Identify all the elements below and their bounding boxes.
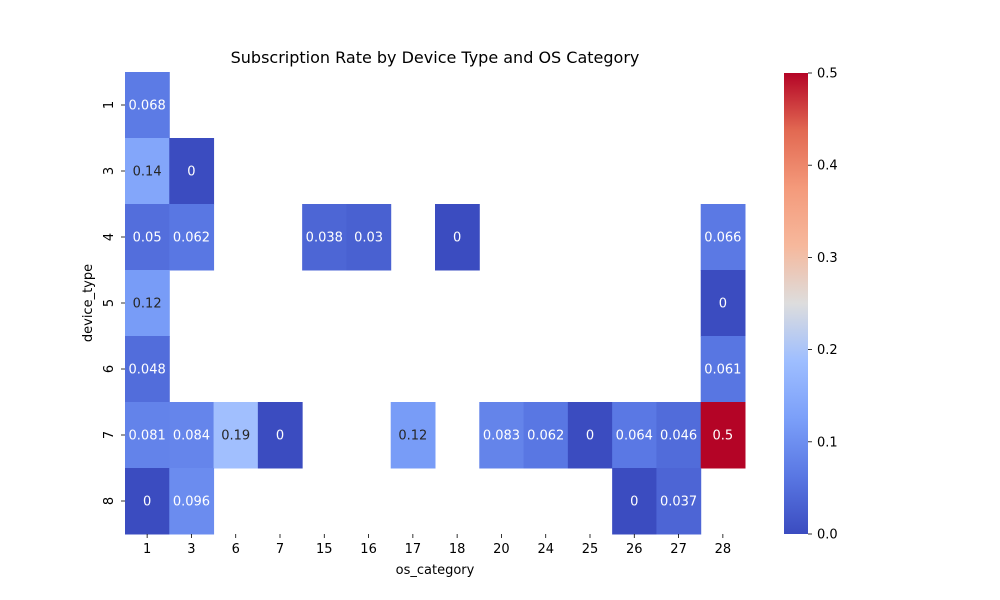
- x-tick-label: 15: [316, 542, 333, 557]
- cell-value-label: 0: [187, 165, 195, 180]
- x-tick-label: 16: [360, 542, 377, 557]
- heatmap-cell: [656, 468, 702, 535]
- x-tick-label: 24: [537, 542, 554, 557]
- colorbar-tick-label: 0.5: [817, 67, 838, 82]
- colorbar-tick-label: 0.1: [817, 435, 838, 450]
- cell-value-label: 0: [586, 429, 594, 444]
- cell-value-label: 0.03: [354, 231, 383, 246]
- colorbar-tick-label: 0.0: [817, 528, 838, 543]
- colorbar-tick-label: 0.4: [817, 159, 838, 174]
- heatmap-cell: [612, 468, 657, 535]
- colorbar-tick-label: 0.3: [817, 251, 838, 266]
- x-tick-label: 3: [187, 542, 195, 557]
- x-tick-label: 26: [626, 542, 643, 557]
- cell-value-label: 0.084: [173, 429, 210, 444]
- cell-value-label: 0: [143, 495, 151, 510]
- colorbar: 0.0 0.1 0.2 0.3 0.4 0.5: [784, 67, 838, 543]
- cell-value-label: 0.037: [660, 495, 697, 510]
- heatmap-cells: [125, 72, 746, 535]
- cell-value-label: 0.19: [221, 429, 250, 444]
- x-tick-label: 28: [715, 542, 732, 557]
- heatmap-cell: [169, 468, 215, 535]
- x-tick-label: 20: [493, 542, 510, 557]
- heatmap-cell: [125, 72, 170, 139]
- heatmap-cell: [567, 402, 613, 469]
- cell-value-label: 0: [453, 231, 461, 246]
- cell-value-label: 0.12: [398, 429, 427, 444]
- y-tick-label: 6: [102, 365, 117, 373]
- y-tick-label: 3: [102, 167, 117, 175]
- colorbar-gradient: [784, 73, 808, 534]
- cell-value-label: 0: [276, 429, 284, 444]
- cell-value-label: 0.5: [713, 429, 734, 444]
- heatmap-cell: [612, 402, 657, 469]
- heatmap-cell: [435, 204, 480, 271]
- heatmap-cell: [700, 270, 746, 337]
- cell-value-label: 0.14: [133, 165, 162, 180]
- heatmap-cell: [346, 204, 392, 271]
- heatmap-cell: [125, 468, 170, 535]
- x-tick-label: 25: [582, 542, 599, 557]
- heatmap-cell: [125, 270, 170, 337]
- heatmap-cell: [302, 204, 347, 271]
- cell-value-label: 0.064: [616, 429, 653, 444]
- heatmap-cell: [213, 402, 259, 469]
- cell-value-label: 0.062: [173, 231, 210, 246]
- heatmap-cell: [125, 204, 170, 271]
- colorbar-tick-label: 0.2: [817, 343, 838, 358]
- heatmap-cell: [700, 402, 746, 469]
- cell-value-label: 0.062: [527, 429, 564, 444]
- y-tick-label: 7: [102, 431, 117, 439]
- cell-value-label: 0: [719, 297, 727, 312]
- cell-value-label: 0.038: [306, 231, 343, 246]
- colorbar-ticks: 0.0 0.1 0.2 0.3 0.4 0.5: [808, 67, 838, 543]
- x-tick-label: 6: [232, 542, 240, 557]
- heatmap-cell: [479, 402, 525, 469]
- heatmap-cell: [390, 402, 436, 469]
- y-tick-label: 5: [102, 299, 117, 307]
- heatmap-cell: [125, 138, 170, 205]
- cell-value-label: 0.066: [704, 231, 741, 246]
- heatmap-cell: [169, 204, 215, 271]
- heatmap-cell: [169, 402, 215, 469]
- x-tick-label: 27: [670, 542, 687, 557]
- cell-value-label: 0: [630, 495, 638, 510]
- y-tick-label: 4: [102, 233, 117, 241]
- heatmap-cell: [700, 204, 746, 271]
- x-tick-label: 1: [143, 542, 151, 557]
- heatmap-cell: [257, 402, 303, 469]
- heatmap-cell: [656, 402, 702, 469]
- y-axis-label: device_type: [81, 264, 96, 342]
- x-axis-label: os_category: [396, 563, 475, 578]
- cell-value-label: 0.096: [173, 495, 210, 510]
- y-axis: 1 3 4 5 6 7 8: [102, 101, 125, 505]
- heatmap-cell: [125, 402, 170, 469]
- cell-value-label: 0.12: [133, 297, 162, 312]
- cell-value-label: 0.046: [660, 429, 697, 444]
- heatmap-cell-labels: 0.068 0.14 0 0.05 0.062 0.038 0.03 0 0.066 0.12 0 0…: [129, 99, 742, 510]
- heatmap-cell: [523, 402, 569, 469]
- y-tick-label: 1: [102, 101, 117, 109]
- x-tick-label: 7: [276, 542, 284, 557]
- cell-value-label: 0.081: [129, 429, 166, 444]
- y-tick-label: 8: [102, 497, 117, 505]
- cell-value-label: 0.05: [133, 231, 162, 246]
- cell-value-label: 0.068: [129, 99, 166, 114]
- heatmap-cell: [169, 138, 215, 205]
- x-tick-label: 18: [449, 542, 466, 557]
- cell-value-label: 0.061: [704, 363, 741, 378]
- cell-value-label: 0.048: [129, 363, 166, 378]
- heatmap-cell: [125, 336, 170, 403]
- cell-value-label: 0.083: [483, 429, 520, 444]
- x-tick-label: 17: [405, 542, 422, 557]
- x-axis: 1 3 6 7 15 16 17 18 20 24 25 26 27 28: [143, 534, 731, 557]
- chart-title: Subscription Rate by Device Type and OS …: [231, 48, 640, 67]
- heatmap-cell: [700, 336, 746, 403]
